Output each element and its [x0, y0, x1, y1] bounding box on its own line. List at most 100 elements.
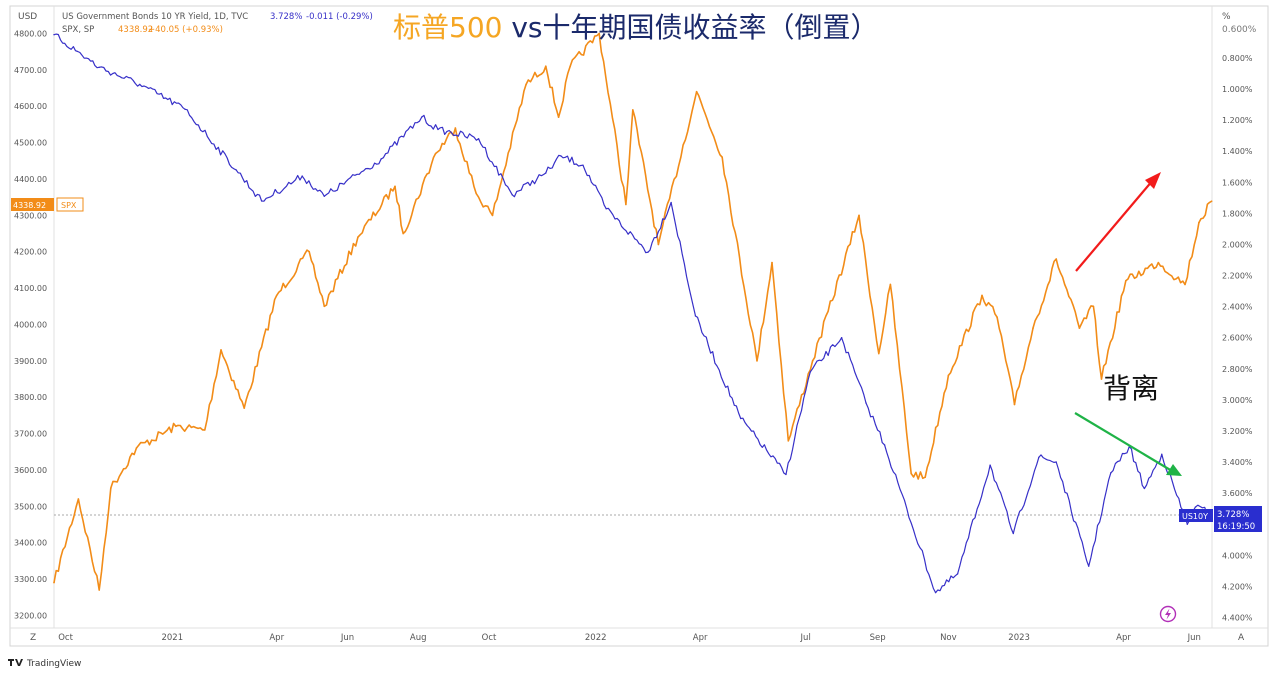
left-axis-unit: USD — [18, 12, 37, 22]
right-axis-tick-label: 4.000% — [1222, 551, 1253, 560]
spx-data-point — [1078, 327, 1081, 329]
spx-data-point — [545, 65, 547, 68]
spx-data-point — [1032, 327, 1034, 329]
right-axis-tick-label: 2.400% — [1222, 303, 1253, 312]
spx-data-point — [77, 498, 80, 500]
us10y-data-point — [605, 208, 607, 210]
spx-data-point — [858, 214, 860, 217]
right-axis-tick-label: 2.800% — [1222, 365, 1253, 374]
spx-data-point — [1184, 283, 1186, 286]
spx-data-point — [1210, 200, 1213, 202]
legend-spx-change: +40.05 (+0.93%) — [148, 25, 223, 35]
up-arrow-head — [1145, 172, 1161, 189]
right-axis-tick-label: 1.800% — [1222, 209, 1253, 218]
auto-scale-button[interactable]: A — [1238, 633, 1245, 643]
us10y-data-point — [956, 573, 959, 575]
chart-title-part2: vs十年期国债收益率（倒置） — [511, 11, 878, 44]
chart-title-part1: 标普500 — [393, 11, 502, 44]
right-axis-tick-label: 4.200% — [1222, 582, 1253, 591]
spx-data-point — [771, 261, 773, 264]
spx-data-point — [275, 294, 278, 297]
us10y-data-point — [477, 138, 480, 140]
spx-data-point — [889, 283, 892, 286]
right-axis-tick-label: 1.600% — [1222, 178, 1253, 187]
spx-data-point — [53, 581, 55, 584]
down-arrow-head — [1166, 464, 1182, 476]
down-arrow-annotation — [1074, 412, 1182, 476]
down-arrow-shaft — [1074, 412, 1173, 472]
left-axis-tick-label: 3300.00 — [14, 575, 47, 584]
spx-data-point — [657, 243, 660, 246]
right-axis-tick-label: 1.000% — [1222, 85, 1253, 94]
left-axis-tick-label: 3600.00 — [14, 466, 47, 475]
spx-data-point — [357, 236, 359, 238]
right-axis-tick-label: 1.200% — [1222, 116, 1253, 125]
time-axis-tick-label: Oct — [58, 633, 73, 643]
time-axis-tick-label: Aug — [410, 633, 427, 643]
us10y-data-point — [1194, 506, 1197, 508]
spx-price-badge-bg — [11, 198, 54, 211]
time-axis-tick-label: 2023 — [1008, 633, 1030, 643]
spx-data-point — [695, 90, 698, 93]
spx-data-point — [924, 476, 926, 479]
left-axis-tick-label: 4600.00 — [14, 102, 47, 111]
spx-data-point — [220, 349, 222, 351]
tradingview-logo-icon — [8, 659, 23, 666]
up-arrow-shaft — [1075, 179, 1154, 272]
right-axis-tick-label: 3.600% — [1222, 489, 1253, 498]
left-axis-tick-label: 4400.00 — [14, 175, 47, 184]
us10y-data-point — [560, 155, 562, 157]
left-axis-tick-label: 4300.00 — [14, 211, 47, 220]
us10y-data-point — [785, 473, 787, 476]
us10y-countdown: 16:19:50 — [1217, 522, 1255, 532]
us10y-data-point — [1161, 453, 1163, 455]
left-axis-tick-label: 3700.00 — [14, 430, 47, 439]
us10y-data-point — [380, 158, 382, 160]
us10y-value-badge-value: 3.728% — [1217, 510, 1249, 520]
left-axis-tick-label: 3800.00 — [14, 393, 47, 402]
us10y-data-point — [511, 194, 513, 196]
right-axis-tick-label: 4.400% — [1222, 613, 1253, 622]
time-axis-tick-label: 2022 — [585, 633, 607, 643]
time-axis-tick-label: Jul — [800, 633, 811, 643]
spx-data-point — [1198, 221, 1200, 224]
spx-price-badge: 4338.92 SPX — [11, 197, 84, 212]
us10y-symbol-badge-bg — [1179, 509, 1213, 522]
us10y-value-badge-bg — [1214, 506, 1262, 532]
us10y-symbol-badge-label: US10Y — [1182, 512, 1208, 521]
us10y-data-point — [1038, 456, 1040, 459]
us10y-data-point — [301, 175, 303, 177]
spx-data-point — [756, 360, 758, 362]
legend-us10y-name: US Government Bonds 10 YR Yield, 1D, TVC — [62, 12, 248, 22]
us10y-data-point — [437, 128, 439, 131]
us10y-data-point — [235, 169, 237, 171]
time-axis-tick-label: Jun — [340, 633, 354, 643]
us10y-data-point — [98, 66, 100, 69]
spx-price-badge-value: 4338.92 — [13, 201, 46, 210]
us10y-data-point — [1055, 461, 1057, 463]
chart-frame — [9, 5, 1269, 647]
zoom-reset-button[interactable]: Z — [30, 633, 36, 643]
right-axis-ticks: 0.800% 1.000% 1.200% 1.400% 1.600% 1.800% 2.00… — [1222, 54, 1253, 622]
right-axis-tick-label: 3.400% — [1222, 458, 1253, 467]
us10y-series-line — [53, 33, 1212, 594]
spx-data-point — [1157, 261, 1160, 264]
tradingview-logo: TradingView — [8, 659, 81, 669]
lightning-icon[interactable] — [1159, 605, 1177, 623]
time-axis-tick-label: 2021 — [161, 633, 183, 643]
left-axis-tick-label: 4000.00 — [14, 320, 47, 329]
spx-data-point — [981, 294, 983, 297]
us10y-data-point — [840, 337, 843, 339]
time-axis-ticks: Oct 2021 Apr Jun Aug Oct 2022 Apr Jul Sep Nov 2023 A… — [58, 633, 1201, 643]
spx-data-point — [1055, 258, 1058, 260]
spx-data-point — [632, 109, 634, 111]
divergence-label: 背离 — [1103, 372, 1159, 405]
spx-data-point — [454, 127, 457, 129]
spx-series-line — [53, 32, 1213, 591]
spx-data-point — [1100, 378, 1103, 380]
time-axis-tick-label: Nov — [940, 633, 957, 643]
us10y-data-point — [883, 444, 886, 446]
legend-us10y-change: -0.011 (-0.29%) — [306, 12, 373, 22]
spx-data-point — [243, 407, 246, 409]
legend-us10y-last: 3.728% — [270, 12, 302, 22]
